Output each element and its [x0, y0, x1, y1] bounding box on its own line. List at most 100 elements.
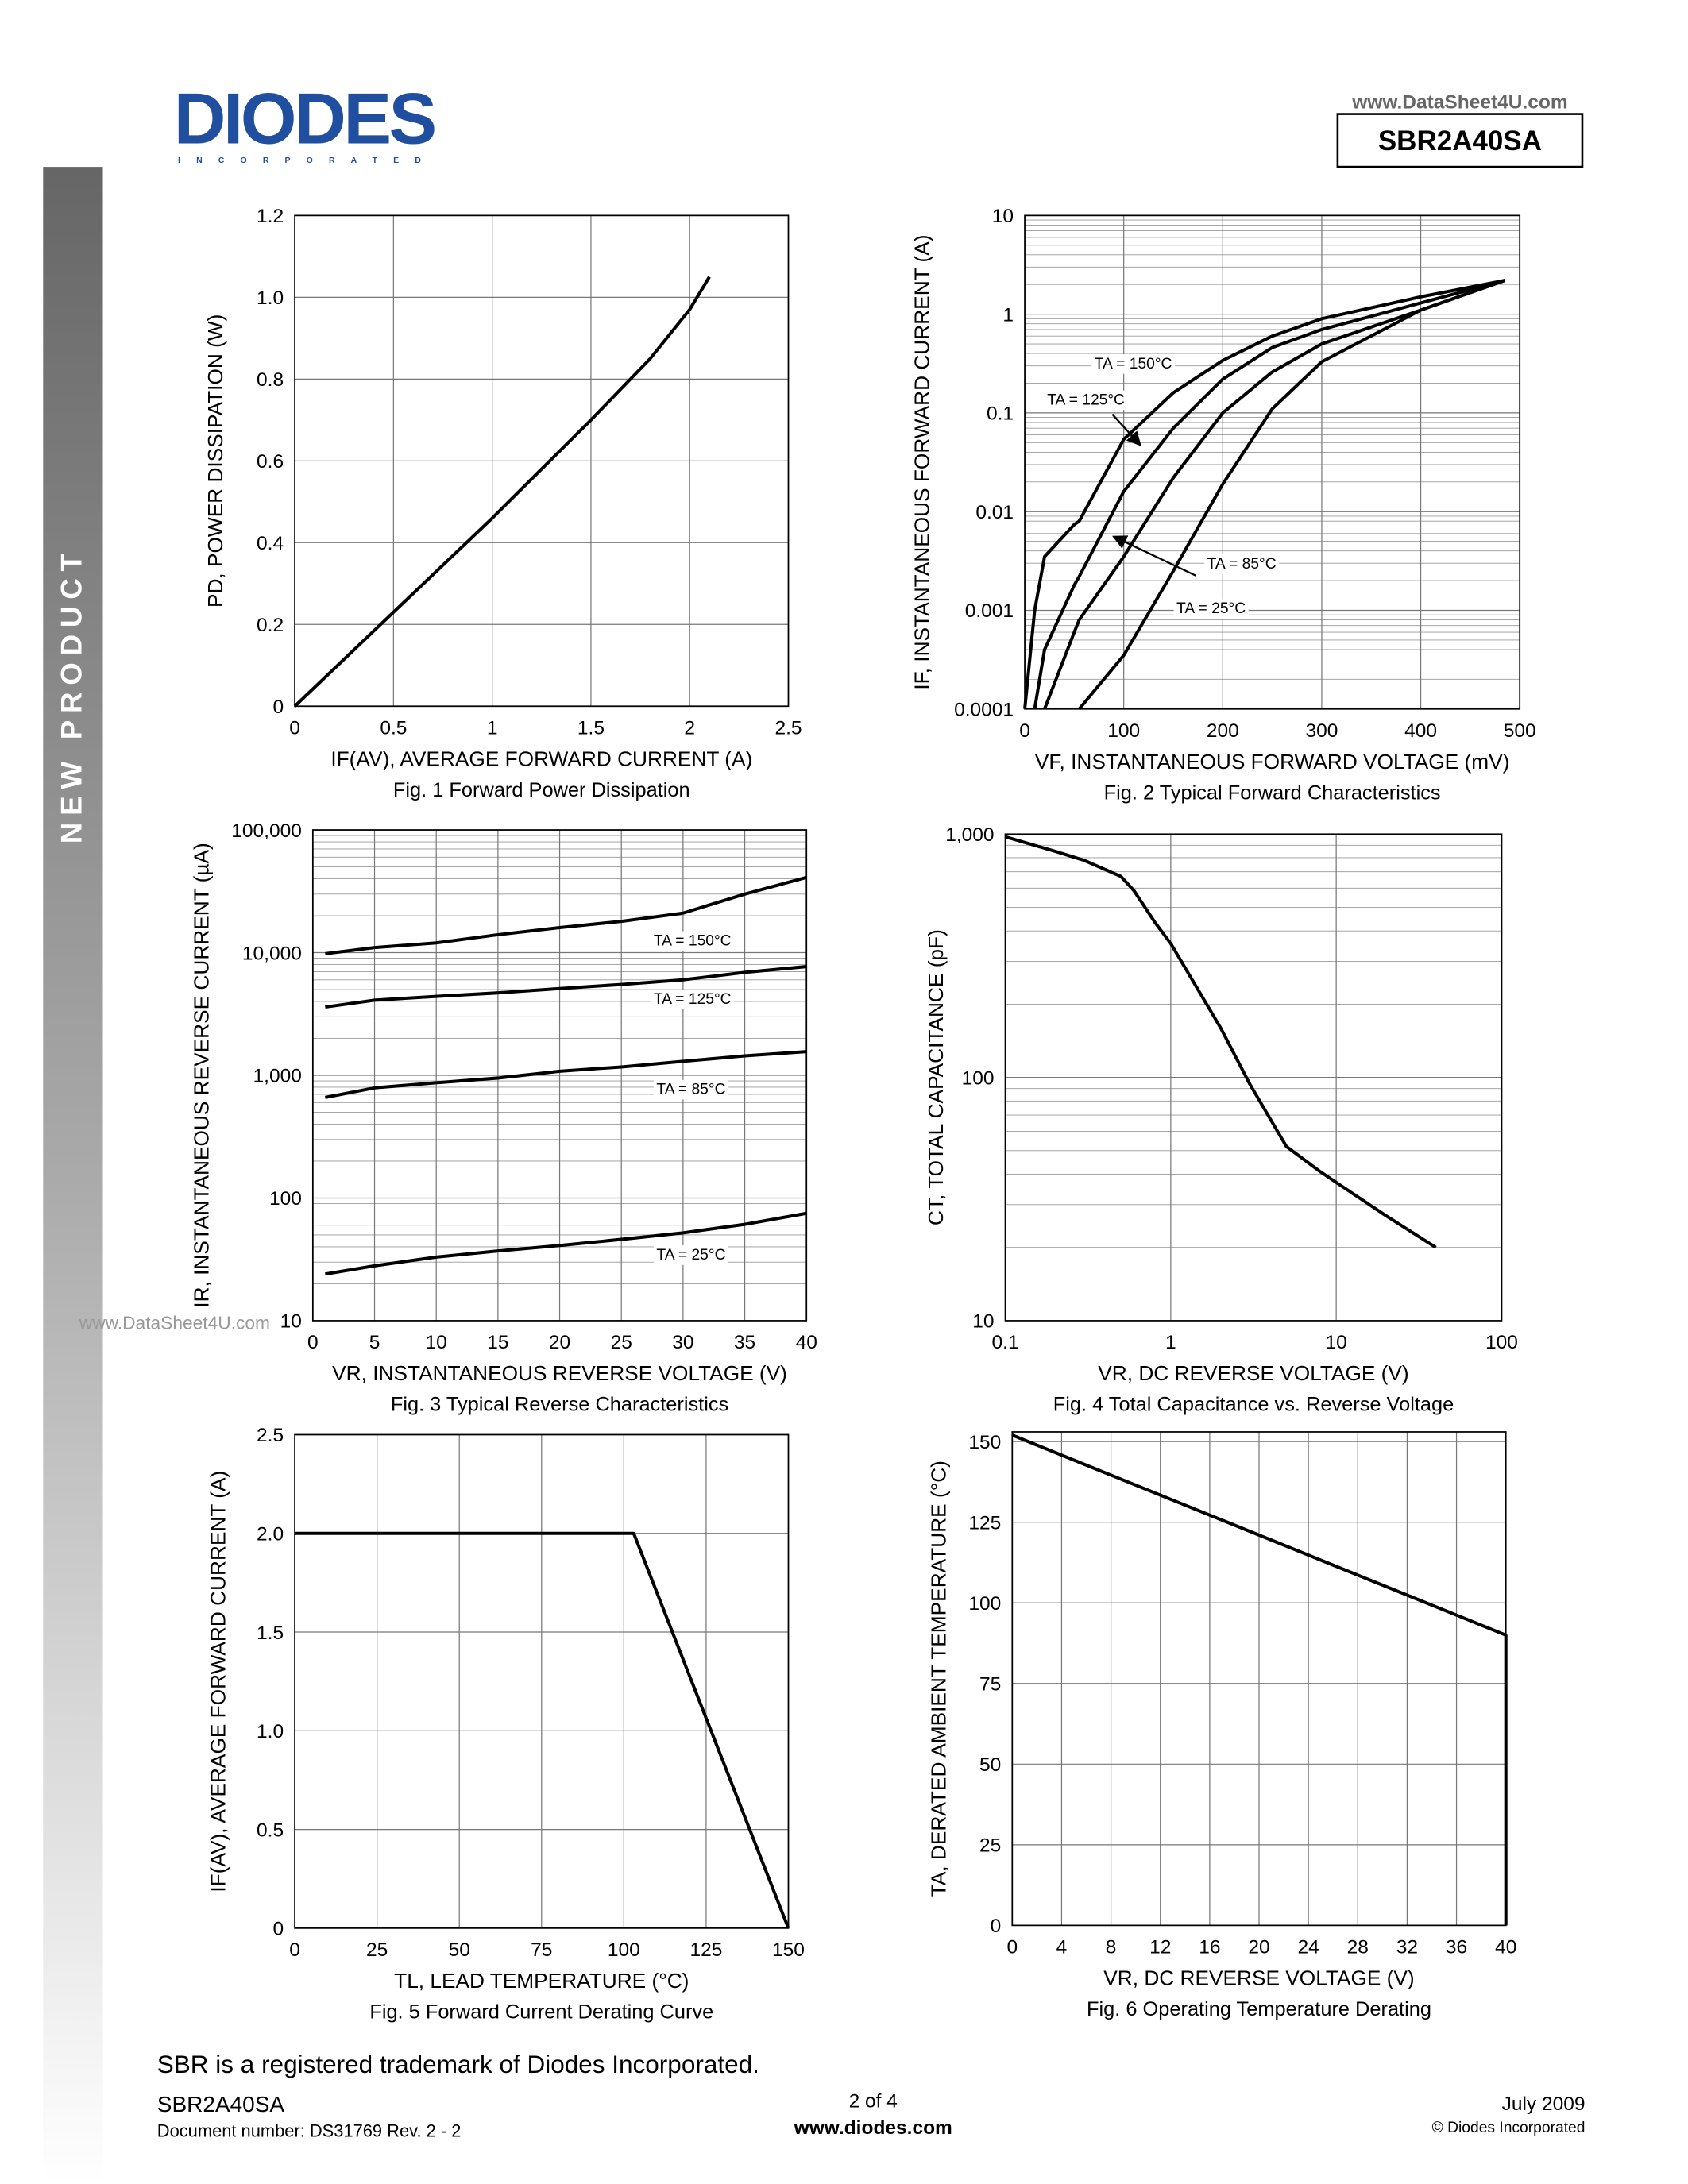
x-tick-label: 100 [1107, 720, 1140, 742]
page-number: 2 of 4 [849, 2091, 898, 2113]
x-tick-label: 0 [1006, 1936, 1018, 1958]
y-tick-label: 0.6 [257, 451, 284, 473]
x-tick-label: 30 [672, 1332, 693, 1353]
figure-caption: Fig. 4 Total Capacitance vs. Reverse Vol… [1053, 1394, 1454, 1416]
y-tick-label: 2.5 [257, 1425, 284, 1446]
x-tick-label: 0 [1019, 720, 1030, 742]
data-line [325, 875, 807, 955]
x-tick-label: 1 [487, 717, 498, 739]
x-tick-label: 0.5 [380, 717, 407, 739]
y-tick-label: 0.2 [257, 615, 284, 636]
y-tick-label: 2.0 [257, 1524, 284, 1545]
x-tick-label: 36 [1446, 1936, 1467, 1958]
charts: 0 0.2 0.4 0.6 0.8 1.0 1.2 0 0.5 1 1.5 2 2.5 IF(AV), A… [190, 206, 1536, 2024]
footer-part: SBR2A40SA [157, 2092, 285, 2116]
x-tick-label: 500 [1504, 720, 1536, 742]
chart: 0 25 50 75 100 125 150 0 4 8 12 16 20 24 28 32 36 40 VR, D… [926, 1431, 1516, 2020]
document-number: Document number: DS31769 Rev. 2 - 2 [157, 2120, 462, 2140]
x-axis-label: VR, DC REVERSE VOLTAGE (V) [1103, 1966, 1414, 1990]
chart: 10 100 1,000 10,000 100,000 0 5 10 15 20 25 30 35 40 T… [190, 820, 817, 1416]
x-tick-label: 100 [1485, 1332, 1518, 1353]
y-tick-label: 0.0001 [954, 700, 1014, 721]
part-number: SBR2A40SA [1378, 125, 1542, 156]
annotation-bg [1173, 599, 1249, 619]
x-tick-label: 40 [1495, 1936, 1516, 1958]
x-tick-label: 20 [549, 1332, 570, 1353]
y-tick-label: 0.5 [257, 1819, 284, 1841]
x-tick-label: 1.5 [577, 717, 605, 739]
data-line [1078, 279, 1506, 711]
y-tick-label: 150 [968, 1432, 1001, 1453]
y-tick-label: 0 [272, 1919, 284, 1940]
x-tick-label: 150 [772, 1939, 805, 1961]
date: July 2009 [1502, 2093, 1586, 2115]
y-axis-label: IF(AV), AVERAGE FORWARD CURRENT (A) [207, 1471, 230, 1893]
annotation-arrow [1111, 413, 1141, 446]
data-line [325, 965, 807, 1009]
y-tick-label: 50 [979, 1754, 1001, 1776]
data-line [1011, 1433, 1508, 1926]
plot-frame [1024, 214, 1521, 710]
figure-caption: Fig. 1 Forward Power Dissipation [393, 779, 690, 801]
x-tick-label: 2.5 [774, 717, 802, 739]
x-tick-label: 50 [449, 1939, 470, 1961]
y-tick-label: 1.0 [257, 287, 284, 309]
series-label: TA = 25°C [1176, 600, 1246, 617]
y-tick-label: 1 [1002, 304, 1014, 326]
chart: 0 0.2 0.4 0.6 0.8 1.0 1.2 0 0.5 1 1.5 2 2.5 IF(AV), A… [203, 206, 802, 801]
series-label: TA = 150°C [1095, 356, 1172, 372]
x-tick-label: 0 [307, 1332, 319, 1353]
x-tick-label: 2 [684, 717, 695, 739]
copyright: © Diodes Incorporated [1432, 2120, 1586, 2136]
y-tick-label: 10 [972, 1311, 994, 1333]
x-tick-label: 0 [289, 717, 300, 739]
data-line [1033, 279, 1506, 710]
x-tick-label: 4 [1056, 1936, 1068, 1958]
y-axis-label: TA, DERATED AMBIENT TEMPERATURE (°C) [926, 1461, 950, 1897]
sidebar-label: NEW PRODUCT [55, 546, 87, 843]
y-tick-label: 125 [968, 1512, 1001, 1534]
logo-sub: INCORPORATED [178, 156, 437, 165]
y-tick-label: 1.0 [257, 1721, 284, 1742]
x-tick-label: 400 [1404, 720, 1437, 742]
logo: DIODES [174, 79, 435, 159]
x-tick-label: 32 [1396, 1936, 1418, 1958]
x-tick-label: 12 [1149, 1936, 1171, 1958]
annotation-bg [653, 1245, 729, 1265]
y-axis-label: IF, INSTANTANEOUS FORWARD CURRENT (A) [910, 234, 933, 689]
y-axis-label: PD, POWER DISSIPATION (W) [203, 314, 227, 608]
chart: 10 100 1,000 0.1 1 10 100 VR, DC REVERSE VOLTAG… [924, 824, 1518, 1416]
annotation-bg [651, 931, 735, 951]
y-tick-label: 10,000 [242, 943, 302, 964]
x-tick-label: 10 [1326, 1332, 1347, 1353]
y-tick-label: 0.4 [257, 533, 284, 554]
data-line [293, 276, 711, 708]
x-tick-label: 10 [426, 1332, 447, 1353]
x-tick-label: 0 [289, 1939, 300, 1961]
plot-frame [311, 829, 808, 1322]
x-tick-label: 15 [487, 1332, 508, 1353]
x-axis-label: VF, INSTANTANEOUS FORWARD VOLTAGE (mV) [1035, 750, 1509, 774]
y-tick-label: 1,000 [253, 1066, 302, 1087]
annotation-bg [651, 990, 735, 1009]
x-tick-label: 0.1 [992, 1332, 1019, 1353]
annotation-bg [653, 1079, 729, 1100]
x-tick-label: 40 [796, 1332, 817, 1353]
watermark: www.DataSheet4U.com [79, 1312, 270, 1333]
y-tick-label: 0 [272, 696, 284, 718]
y-tick-label: 75 [979, 1674, 1001, 1696]
annotation-arrow [1112, 535, 1196, 577]
x-tick-label: 75 [531, 1939, 552, 1961]
series-label: TA = 150°C [654, 932, 732, 949]
sidebar-band [43, 167, 103, 2184]
x-tick-label: 25 [366, 1939, 388, 1961]
y-tick-label: 0.8 [257, 369, 284, 391]
data-line [325, 1050, 807, 1099]
x-tick-label: 25 [611, 1332, 632, 1353]
x-axis-label: VR, INSTANTANEOUS REVERSE VOLTAGE (V) [332, 1361, 787, 1385]
x-axis-label: VR, DC REVERSE VOLTAGE (V) [1098, 1361, 1408, 1385]
y-tick-label: 0 [991, 1916, 1002, 1937]
